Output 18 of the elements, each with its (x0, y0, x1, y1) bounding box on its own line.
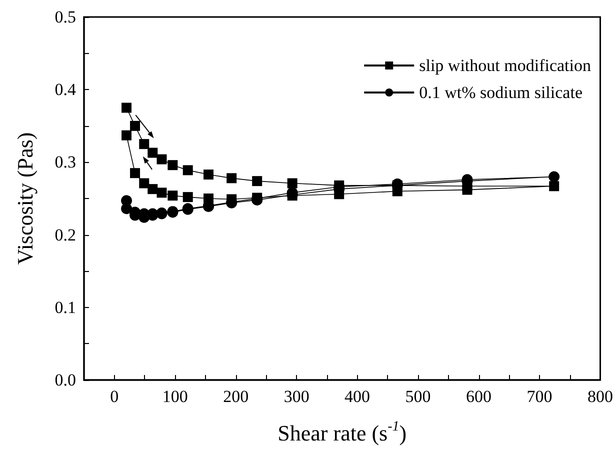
y-tick-label: 0.0 (54, 370, 76, 390)
x-tick-label: 300 (284, 387, 310, 406)
y-tick-label: 0.1 (54, 298, 76, 317)
y-axis-title: Viscosity (Pas) (12, 132, 38, 265)
x-tick-label: 700 (526, 387, 552, 406)
legend-label: slip without modification (419, 56, 592, 75)
x-tick-label: 600 (466, 387, 492, 406)
y-tick-label: 0.4 (54, 80, 76, 100)
x-tick-label: 800 (588, 387, 613, 406)
legend-label: 0.1 wt% sodium silicate (419, 83, 582, 102)
x-tick-label: 400 (344, 387, 370, 406)
x-tick-label: 0 (110, 387, 119, 406)
x-tick-label: 100 (162, 387, 188, 406)
y-tick-label: 0.5 (54, 8, 76, 26)
y-tick-label: 0.3 (54, 152, 76, 172)
y-tick-label: 0.2 (54, 225, 76, 244)
x-tick-label: 500 (405, 387, 431, 406)
x-tick-label: 200 (223, 387, 249, 406)
